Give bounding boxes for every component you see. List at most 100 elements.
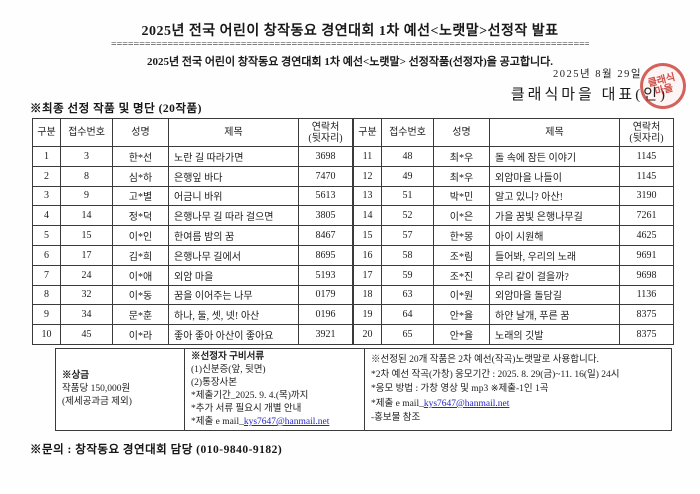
cell-title: 알고 있니? 아산! [489, 185, 620, 207]
cell-name: 한*몽 [433, 225, 490, 246]
cell-entry: 63 [381, 284, 434, 306]
cell-no: 17 [353, 264, 382, 286]
cell-entry: 15 [60, 225, 113, 246]
header-song-title: 제목 [489, 118, 620, 147]
email-prefix: *제출 e mail_ [191, 417, 244, 427]
announcement-date: 2025년 8월 29일 [553, 69, 642, 80]
cell-no: 10 [32, 324, 61, 345]
header-entry-number: 접수번호 [381, 118, 434, 147]
cell-title: 외암 마을 [168, 264, 299, 286]
cell-name: 정*덕 [112, 205, 169, 227]
info-line: 작품당 150,000원 [62, 384, 131, 394]
table-row: 8 32 이*동 꿈을 이어주는 나무 0179 [32, 284, 353, 306]
cell-title: 어금니 바위 [168, 185, 299, 207]
table-row: 5 15 이*인 한여름 밤의 꿈 8467 [32, 225, 353, 246]
email-link[interactable]: kys7647@hanmail.net [423, 398, 510, 409]
info-line: (2)통장사본 [191, 378, 238, 388]
table-header-row: 구분 접수번호 성명 제목 연락처 (뒷자리) [353, 118, 674, 147]
cell-name: 이*라 [112, 324, 169, 345]
page-title: 2025년 전국 어린이 창작동요 경연대회 1차 예선<노랫말>선정작 발표 [141, 24, 559, 39]
header-name: 성명 [112, 118, 169, 147]
header-no: 구분 [32, 118, 61, 147]
cell-name: 김*희 [112, 244, 169, 266]
header-entry-number: 접수번호 [60, 118, 113, 147]
table-row: 9 34 문*훈 하나, 둘, 셋, 넷! 아산 0196 [32, 304, 353, 326]
cell-entry: 3 [60, 146, 113, 167]
cell-name: 이*인 [112, 225, 169, 246]
cell-phone: 9691 [619, 244, 674, 266]
cell-name: 안*율 [433, 324, 490, 345]
table-header-row: 구분 접수번호 성명 제목 연락처 (뒷자리) [32, 118, 353, 147]
prize-cell: ※상금 작품당 150,000원 (제세공과금 제외) [56, 349, 184, 430]
cell-no: 3 [32, 185, 61, 207]
info-line: (1)신분증(앞, 뒷면) [191, 365, 266, 375]
cell-title: 아이 시원해 [489, 225, 620, 246]
cell-phone: 8375 [619, 324, 674, 345]
cell-entry: 58 [381, 244, 434, 266]
table-row: 6 17 김*희 은행나무 길에서 8695 [32, 244, 353, 266]
header-no: 구분 [353, 118, 382, 147]
cell-name: 이*동 [112, 284, 169, 306]
cell-title: 노래의 깃발 [489, 324, 620, 345]
table-row: 7 24 이*애 외암 마을 5193 [32, 264, 353, 286]
cell-no: 5 [32, 225, 61, 246]
cell-no: 2 [32, 165, 61, 187]
info-box: ※상금 작품당 150,000원 (제세공과금 제외) ※선정자 구비서류 (1)… [55, 348, 672, 431]
cell-phone: 3698 [298, 146, 353, 167]
cell-name: 이*애 [112, 264, 169, 286]
header-contact: 연락처 (뒷자리) [298, 118, 353, 147]
table-row: 17 59 조*진 우리 같이 걸을까? 9698 [353, 264, 674, 286]
cell-phone: 1136 [619, 284, 674, 306]
cell-entry: 8 [60, 165, 113, 187]
cell-entry: 34 [60, 304, 113, 326]
table-row: 19 64 안*율 하얀 날개, 푸른 꿈 8375 [353, 304, 674, 326]
cell-title: 노란 길 따라가면 [168, 146, 299, 167]
results-table-right: 구분 접수번호 성명 제목 연락처 (뒷자리) 11 48 최*우 돌 속에 잠든 이… [353, 118, 674, 345]
next-round-email-line: *제출 e mail_kys7647@hanmail.net [371, 397, 665, 412]
table-row: 13 51 박*민 알고 있니? 아산! 3190 [353, 185, 674, 207]
cell-name: 조*림 [433, 244, 490, 266]
cell-title: 좋아 좋아 아산이 좋아요 [168, 324, 299, 345]
email-prefix: *제출 e mail_ [371, 398, 424, 409]
table-row: 14 52 이*은 가을 꿈빛 은행나무길 7261 [353, 205, 674, 227]
cell-no: 14 [353, 205, 382, 227]
header-contact: 연락처 (뒷자리) [619, 118, 674, 147]
cell-entry: 64 [381, 304, 434, 326]
cell-title: 돌 속에 잠든 이야기 [489, 146, 620, 167]
table-row: 2 8 심*하 은행잎 바다 7470 [32, 165, 353, 187]
cell-no: 19 [353, 304, 382, 326]
cell-name: 조*진 [433, 264, 490, 286]
section-heading: ※최종 선정 작품 및 명단 (20작품) [30, 103, 202, 115]
cell-entry: 52 [381, 205, 434, 227]
cell-name: 이*은 [433, 205, 490, 227]
cell-phone: 5193 [298, 264, 353, 286]
cell-phone: 0196 [298, 304, 353, 326]
cell-phone: 8375 [619, 304, 674, 326]
email-link[interactable]: kys7647@hanmail.net [243, 417, 330, 427]
cell-title: 우리 같이 걸을까? [489, 264, 620, 286]
cell-entry: 57 [381, 225, 434, 246]
cell-phone: 3921 [298, 324, 353, 345]
cell-title: 외암마을 나들이 [489, 165, 620, 187]
cell-name: 최*우 [433, 165, 490, 187]
cell-title: 한여름 밤의 꿈 [168, 225, 299, 246]
cell-entry: 45 [60, 324, 113, 345]
info-line: *추가 서류 필요시 개별 안내 [191, 404, 302, 414]
cell-phone: 8467 [298, 225, 353, 246]
next-round-lines: ※선정된 20개 작품은 2차 예선(작곡)노랫말로 사용합니다. *2차 예선 … [371, 353, 665, 397]
results-table: 구분 접수번호 성명 제목 연락처 (뒷자리) 1 3 한*선 노란 길 따라가면 36… [32, 118, 674, 345]
info-line: *2차 예선 작곡(가창) 응모기간 : 2025. 8. 29(금)~11. … [371, 369, 620, 380]
cell-name: 박*민 [433, 185, 490, 207]
cell-phone: 1145 [619, 165, 674, 187]
cell-phone: 3190 [619, 185, 674, 207]
prize-lines: 작품당 150,000원 (제세공과금 제외) [62, 383, 178, 409]
stamp-text-line2: 마을 [653, 82, 675, 98]
page-subtitle: 2025년 전국 어린이 창작동요 경연대회 1차 예선<노랫말> 선정작품(선… [146, 56, 554, 68]
cell-phone: 8695 [298, 244, 353, 266]
next-round-cell: ※선정된 20개 작품은 2차 예선(작곡)노랫말로 사용합니다. *2차 예선 … [364, 349, 671, 430]
table-row: 11 48 최*우 돌 속에 잠든 이야기 1145 [353, 146, 674, 167]
prize-title: ※상금 [62, 371, 89, 381]
cell-no: 7 [32, 264, 61, 286]
cell-name: 안*율 [433, 304, 490, 326]
